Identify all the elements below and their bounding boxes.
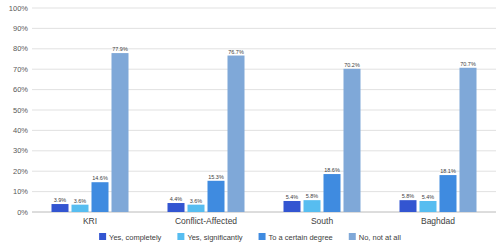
y-tick-label: 60% — [13, 85, 28, 94]
bar — [168, 203, 185, 212]
bar — [440, 175, 457, 212]
y-tick-label: 70% — [13, 65, 28, 74]
chart: 0% 10% 20% 30% 40% 50% 60% 70% 80% 90% 100% 3.9% 3.6… — [0, 0, 500, 244]
bar — [324, 174, 341, 212]
x-tick-label: Conflict-Affected — [175, 216, 237, 226]
y-tick-label: 20% — [13, 167, 28, 176]
bar — [72, 205, 89, 212]
legend-label: Yes, completely — [109, 233, 162, 242]
legend-swatch — [259, 233, 266, 240]
data-label: 5.4% — [422, 194, 435, 200]
y-tick-label: 40% — [13, 126, 28, 135]
data-label: 18.6% — [324, 167, 340, 173]
y-tick-label: 10% — [13, 187, 28, 196]
legend-label: No, not at all — [359, 233, 401, 242]
bar — [284, 201, 301, 212]
legend-label: To a certain degree — [269, 233, 333, 242]
x-tick-label: Baghdad — [421, 216, 455, 226]
bar — [304, 200, 321, 212]
x-tick-label: KRI — [83, 216, 97, 226]
data-label: 18.1% — [440, 168, 456, 174]
grid-line — [32, 130, 496, 131]
grid-line — [32, 48, 496, 49]
data-label: 15.3% — [208, 174, 224, 180]
bar — [460, 68, 477, 212]
bar — [52, 204, 69, 212]
grid-line — [32, 69, 496, 70]
legend-swatch — [99, 233, 106, 240]
data-label: 3.9% — [54, 197, 67, 203]
bar — [400, 200, 417, 212]
data-label: 5.8% — [402, 193, 415, 199]
legend-swatch — [177, 233, 184, 240]
data-label: 5.4% — [286, 194, 299, 200]
data-label: 70.7% — [460, 61, 476, 67]
grid-line — [32, 150, 496, 151]
y-tick-label: 50% — [13, 106, 28, 115]
grid-line — [32, 89, 496, 90]
y-tick-label: 100% — [9, 4, 29, 13]
grid-line — [32, 110, 496, 111]
legend: Yes, completely Yes, significantly To a ce… — [99, 233, 401, 242]
bar — [228, 56, 245, 212]
bars — [52, 53, 477, 212]
bar — [188, 205, 205, 212]
grid-line — [32, 8, 496, 9]
data-label: 3.6% — [190, 198, 203, 204]
bar — [420, 201, 437, 212]
data-label: 4.4% — [170, 196, 183, 202]
bar — [208, 181, 225, 212]
x-tick-label: South — [311, 216, 333, 226]
bar — [344, 69, 361, 212]
data-label: 70.2% — [344, 62, 360, 68]
legend-label: Yes, significantly — [187, 233, 242, 242]
data-labels: 3.9% 3.6% 14.6% 77.9% 4.4% 3.6% 15.3% 76.7% 5.4%… — [54, 46, 476, 204]
y-tick-label: 30% — [13, 146, 28, 155]
bar — [92, 182, 109, 212]
legend-swatch — [349, 233, 356, 240]
data-label: 5.8% — [306, 193, 319, 199]
grid-line — [32, 28, 496, 29]
data-label: 14.6% — [92, 175, 108, 181]
y-tick-label: 90% — [13, 24, 28, 33]
y-tick-label: 0% — [17, 208, 28, 217]
data-label: 76.7% — [228, 49, 244, 55]
bar — [112, 53, 129, 212]
grid-line — [32, 171, 496, 172]
data-label: 77.9% — [112, 46, 128, 52]
y-tick-label: 80% — [13, 44, 28, 53]
data-label: 3.6% — [74, 198, 87, 204]
